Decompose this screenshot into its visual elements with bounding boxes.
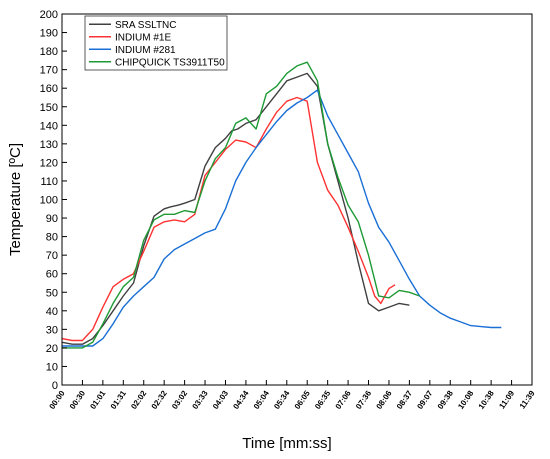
y-tick-label: 100 [40, 195, 58, 207]
y-tick-label: 120 [40, 157, 58, 169]
y-tick-label: 170 [40, 65, 58, 77]
y-tick-label: 40 [46, 306, 58, 318]
y-tick-label: 150 [40, 102, 58, 114]
y-tick-label: 190 [40, 28, 58, 40]
y-tick-label: 180 [40, 46, 58, 58]
series-line-1 [61, 72, 410, 345]
y-tick-label: 0 [52, 380, 58, 392]
legend-label: INDIUM #281 [115, 45, 176, 56]
legend-label: SRA SSLTNC [115, 20, 177, 31]
series-line-4 [62, 61, 420, 349]
x-axis-title: Time [mm:ss] [242, 435, 331, 452]
y-axis-title: Temperature [ºC] [7, 143, 24, 256]
legend-label: INDIUM #1E [115, 32, 171, 43]
series-layer [61, 61, 502, 349]
series-line-2 [61, 96, 396, 342]
y-tick-label: 30 [46, 324, 58, 336]
y-tick-label: 200 [40, 9, 58, 21]
y-tick-label: 10 [46, 361, 58, 373]
y-tick-label: 20 [46, 343, 58, 355]
y-tick-label: 50 [46, 287, 58, 299]
y-tick-label: 160 [40, 83, 58, 95]
y-tick-label: 80 [46, 232, 58, 244]
y-tick-label: 130 [40, 139, 58, 151]
legend-label: CHIPQUICK TS3911T50 [115, 57, 225, 68]
y-tick-label: 90 [46, 213, 58, 225]
y-tick-label: 70 [46, 250, 58, 262]
y-tick-label: 110 [40, 176, 58, 188]
y-tick-label: 140 [40, 120, 58, 132]
series-line-3 [62, 89, 502, 347]
y-axis: 0 10 20 30 40 50 60 70 80 90 100 110 120 130 140 150 160… [40, 9, 67, 392]
y-tick-label: 60 [46, 269, 58, 281]
